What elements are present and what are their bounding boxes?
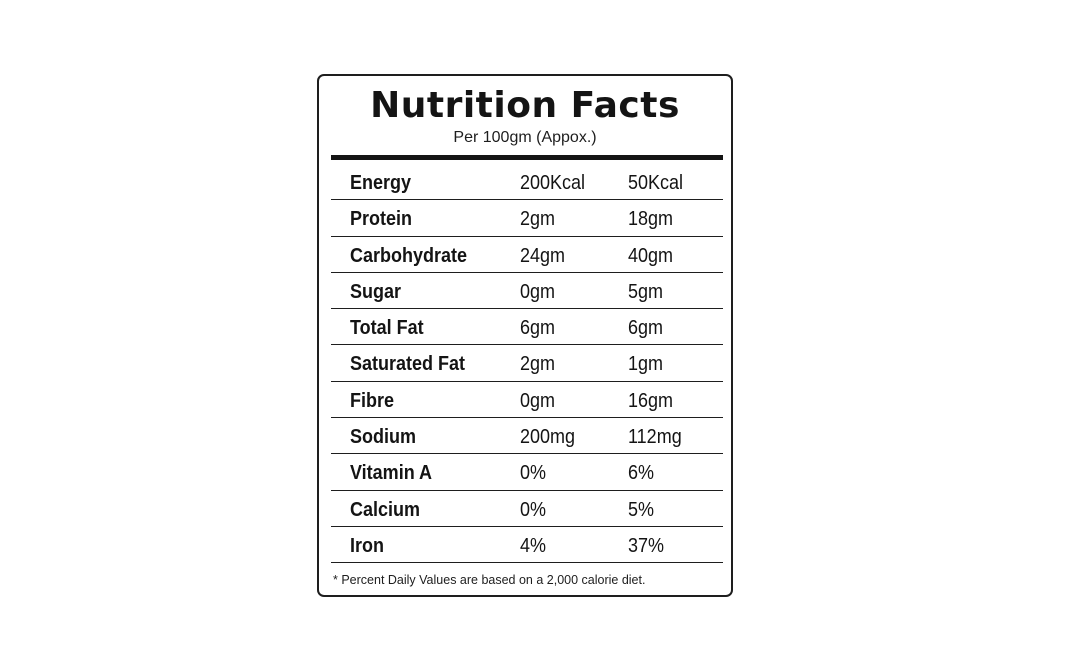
nutrient-value-1: 200mg (520, 426, 576, 449)
nutrition-facts-label: Nutrition Facts Per 100gm (Appox.) Energ… (317, 74, 733, 597)
nutrient-name: Energy (350, 172, 412, 194)
nutrient-row-calcium: Calcium 0% 5% (331, 491, 723, 527)
nutrient-value-2: 16gm (628, 389, 674, 412)
nutrient-table: Energy 200Kcal 50Kcal Protein 2gm 18gm C… (331, 164, 723, 564)
nutrient-value-1: 0gm (520, 389, 556, 412)
nutrient-name: Carbohydrate (350, 244, 468, 267)
label-title: Nutrition Facts (370, 85, 680, 126)
nutrient-row-vitamin-a: Vitamin A 0% 6% (331, 454, 723, 491)
nutrient-row-sugar: Sugar 0gm 5gm (331, 273, 723, 310)
nutrient-name: Calcium (350, 498, 421, 521)
nutrient-name: Vitamin A (350, 462, 433, 485)
nutrient-value-1: 200Kcal (520, 172, 586, 194)
nutrient-value-2: 50Kcal (628, 172, 684, 194)
nutrient-value-1: 4% (520, 534, 547, 557)
nutrient-row-energy: Energy 200Kcal 50Kcal (331, 164, 723, 201)
nutrient-name: Fibre (350, 389, 395, 412)
nutrient-row-carbohydrate: Carbohydrate 24gm 40gm (331, 237, 723, 273)
nutrient-value-1: 24gm (520, 244, 566, 267)
nutrient-value-1: 6gm (520, 317, 556, 340)
nutrient-name: Sodium (350, 426, 417, 449)
nutrient-value-2: 37% (628, 534, 665, 557)
nutrient-value-1: 2gm (520, 353, 556, 376)
nutrient-row-saturated-fat: Saturated Fat 2gm 1gm (331, 345, 723, 382)
nutrient-row-iron: Iron 4% 37% (331, 527, 723, 564)
nutrient-value-1: 0gm (520, 280, 556, 303)
nutrient-row-total-fat: Total Fat 6gm 6gm (331, 309, 723, 346)
header-divider (331, 155, 723, 160)
nutrient-name: Protein (350, 208, 413, 231)
nutrient-value-2: 6gm (628, 317, 664, 340)
nutrient-value-1: 2gm (520, 208, 556, 231)
nutrient-name: Iron (350, 534, 385, 557)
nutrient-row-sodium: Sodium 200mg 112mg (331, 418, 723, 455)
nutrient-value-2: 112mg (628, 426, 682, 449)
nutrient-name: Sugar (350, 280, 402, 303)
daily-value-footnote: * Percent Daily Values are based on a 2,… (333, 573, 646, 587)
nutrient-value-2: 5gm (628, 280, 664, 303)
nutrient-row-protein: Protein 2gm 18gm (331, 200, 723, 237)
nutrient-value-2: 5% (628, 498, 655, 521)
nutrient-row-fibre: Fibre 0gm 16gm (331, 382, 723, 419)
label-subtitle: Per 100gm (Appox.) (453, 129, 597, 146)
nutrient-value-2: 1gm (628, 353, 664, 376)
nutrient-name: Total Fat (350, 317, 424, 340)
nutrient-value-2: 40gm (628, 244, 674, 267)
nutrient-value-1: 0% (520, 462, 547, 485)
nutrient-value-2: 18gm (628, 208, 674, 231)
nutrient-name: Saturated Fat (350, 353, 466, 376)
nutrient-value-1: 0% (520, 498, 547, 521)
nutrient-value-2: 6% (628, 462, 655, 485)
